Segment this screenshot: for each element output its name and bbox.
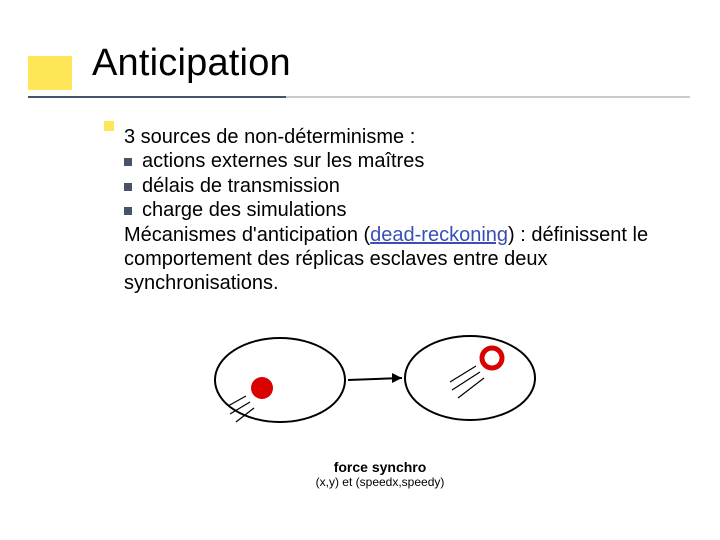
bullet-text: délais de transmission xyxy=(142,175,340,197)
bullet-text: actions externes sur les maîtres xyxy=(142,150,424,172)
diagram-svg xyxy=(180,320,580,470)
dead-reckoning-link[interactable]: dead-reckoning xyxy=(370,224,508,246)
square-bullet-icon xyxy=(124,183,132,191)
square-bullet-icon xyxy=(124,158,132,166)
bullet-text: charge des simulations xyxy=(142,199,347,221)
slide: Anticipation 3 sources de non-déterminis… xyxy=(0,0,720,540)
bullet-item-3: charge des simulations xyxy=(124,198,684,222)
diagram-caption-sub: (x,y) et (speedx,speedy) xyxy=(180,475,580,489)
slide-title: Anticipation xyxy=(92,42,291,85)
title-underline-dark xyxy=(28,96,286,98)
diagram: force synchro (x,y) et (speedx,speedy) xyxy=(180,320,580,500)
mechanism-line: Mécanismes d'anticipation (dead-reckonin… xyxy=(124,223,684,296)
accent-block-top xyxy=(28,56,72,90)
bullet-item-2: délais de transmission xyxy=(124,174,684,198)
intro-line: 3 sources de non-déterminisme : xyxy=(124,125,684,149)
mech-pre: Mécanismes d'anticipation ( xyxy=(124,224,370,246)
title-underline-light xyxy=(286,96,690,98)
body-text: 3 sources de non-déterminisme : actions … xyxy=(124,125,684,296)
square-bullet-icon xyxy=(124,207,132,215)
bullet-item-1: actions externes sur les maîtres xyxy=(124,149,684,173)
accent-block-side xyxy=(104,121,114,131)
